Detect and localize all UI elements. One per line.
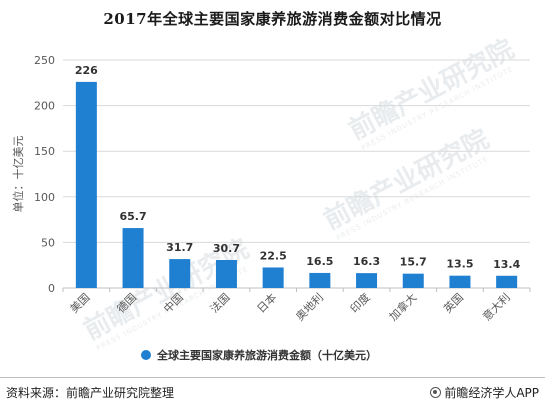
data-label: 13.5	[446, 258, 473, 271]
source-note: 资料来源：前瞻产业研究院整理	[6, 386, 175, 400]
x-tick-label: 美国	[68, 291, 93, 316]
x-tick-label: 印度	[347, 290, 372, 315]
x-tick-label: 意大利	[480, 290, 513, 323]
watermark-main-text: 前瞻产业研究院	[344, 33, 519, 146]
legend-marker	[141, 350, 151, 360]
y-tick-label: 0	[48, 282, 55, 295]
legend-label: 全球主要国家康养旅游消费金额（十亿美元）	[156, 348, 377, 362]
y-tick-label: 200	[34, 100, 55, 113]
legend: 全球主要国家康养旅游消费金额（十亿美元）	[141, 348, 377, 362]
bar	[449, 275, 471, 288]
x-tick-label: 奥地利	[293, 290, 326, 323]
x-tick-label: 日本	[254, 290, 279, 315]
watermark-main-text: 前瞻产业研究院	[319, 123, 494, 236]
y-tick-label: 250	[34, 54, 55, 67]
footer-divider	[0, 377, 545, 378]
data-label: 65.7	[119, 210, 146, 223]
bar	[309, 272, 331, 288]
bar	[356, 273, 378, 288]
bar	[75, 81, 97, 288]
data-label: 22.5	[260, 249, 287, 262]
bar	[262, 267, 284, 288]
y-tick-label: 150	[34, 145, 55, 158]
y-tick-label: 50	[41, 236, 55, 249]
credit-text: 前瞻经济学人APP	[444, 386, 539, 400]
bar	[215, 260, 237, 288]
data-label: 15.7	[400, 256, 427, 269]
y-tick-label: 100	[34, 191, 55, 204]
bar	[169, 259, 191, 288]
x-tick-label: 英国	[441, 290, 466, 315]
data-label: 30.7	[213, 242, 240, 255]
x-tick-label: 法国	[207, 290, 232, 315]
data-label: 16.5	[306, 255, 333, 268]
y-axis-label: 单位：十亿美元	[11, 136, 25, 213]
chart-title: 2017年全球主要国家康养旅游消费金额对比情况	[103, 10, 442, 28]
data-label: 31.7	[166, 241, 193, 254]
data-label: 16.3	[353, 255, 380, 268]
bar	[402, 273, 424, 288]
x-tick-label: 加拿大	[386, 290, 419, 323]
data-label: 13.4	[493, 258, 520, 271]
data-label: 226	[75, 64, 98, 77]
credit-note: 前瞻经济学人APP	[430, 384, 539, 401]
logo-icon	[430, 387, 442, 398]
bar	[496, 275, 518, 288]
bar	[122, 228, 144, 288]
